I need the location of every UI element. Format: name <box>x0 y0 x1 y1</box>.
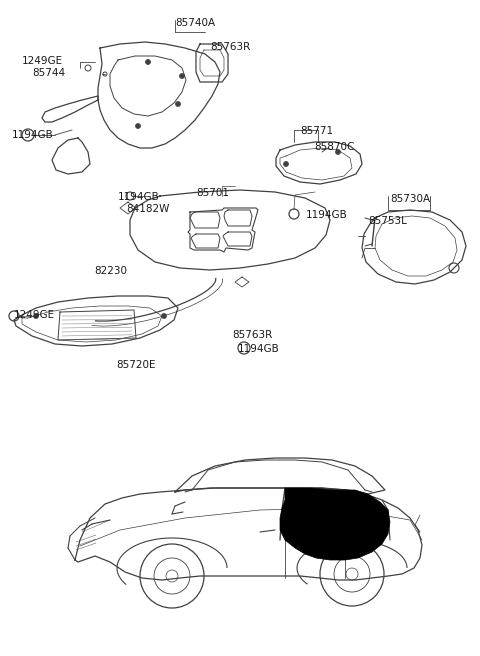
Text: 85744: 85744 <box>32 68 65 78</box>
Text: 85771: 85771 <box>300 126 333 136</box>
Text: 85730A: 85730A <box>390 194 430 204</box>
Text: 1194GB: 1194GB <box>306 210 348 220</box>
Text: 1194GB: 1194GB <box>118 192 160 202</box>
Text: 85763R: 85763R <box>232 330 272 340</box>
Circle shape <box>34 314 38 319</box>
Text: 84182W: 84182W <box>126 204 169 214</box>
Text: 85720E: 85720E <box>116 360 156 370</box>
Text: 85753L: 85753L <box>368 216 407 226</box>
Text: 1249GE: 1249GE <box>14 310 55 320</box>
Circle shape <box>176 102 180 106</box>
Text: 85740A: 85740A <box>175 18 215 28</box>
Text: 1249GE: 1249GE <box>22 56 63 66</box>
Polygon shape <box>280 488 390 560</box>
Circle shape <box>145 60 151 64</box>
Text: 85701: 85701 <box>196 188 229 198</box>
Text: 85763R: 85763R <box>210 42 250 52</box>
Circle shape <box>284 161 288 167</box>
Circle shape <box>161 314 167 319</box>
Text: 82230: 82230 <box>94 266 127 276</box>
Text: 85870C: 85870C <box>314 142 354 152</box>
Circle shape <box>135 123 141 129</box>
Circle shape <box>336 150 340 155</box>
Text: 1194GB: 1194GB <box>238 344 280 354</box>
Circle shape <box>180 73 184 79</box>
Text: 1194GB: 1194GB <box>12 130 54 140</box>
